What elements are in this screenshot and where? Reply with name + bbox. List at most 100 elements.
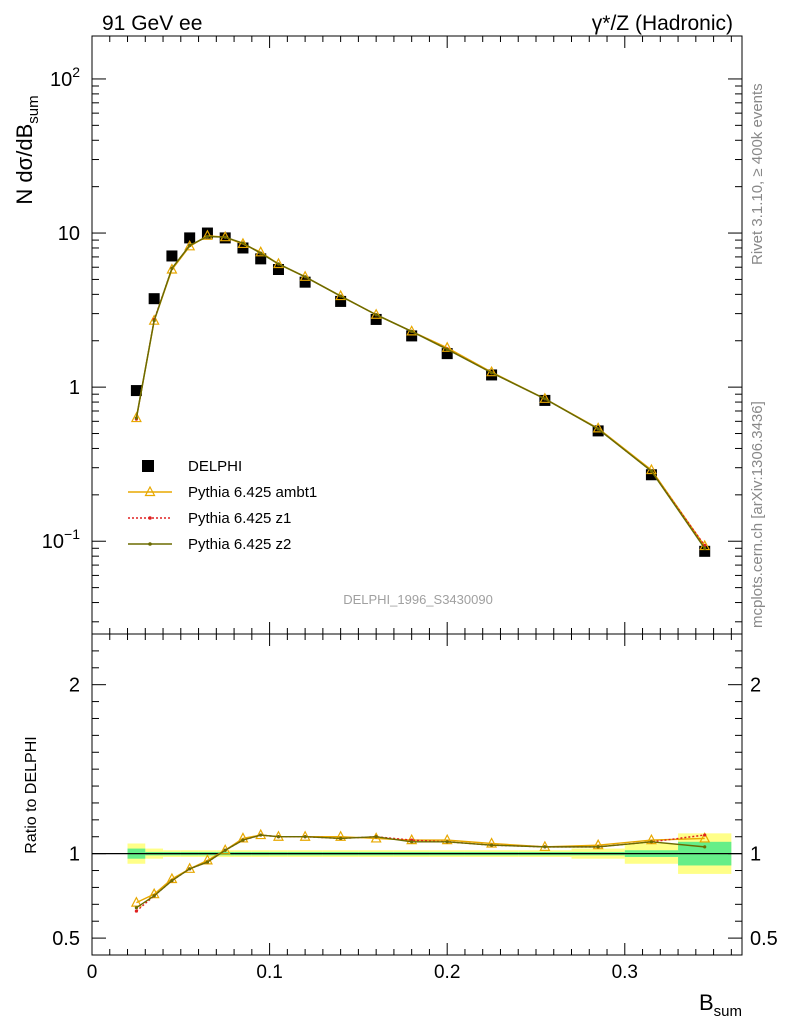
ratio-marker-2 bbox=[205, 860, 210, 864]
ratio-marker-2 bbox=[489, 843, 494, 847]
ratio-marker-1 bbox=[134, 909, 138, 913]
series-marker-3 bbox=[339, 294, 343, 298]
series-marker-1 bbox=[166, 263, 178, 274]
series-marker-1 bbox=[130, 411, 142, 423]
legend-label: DELPHI bbox=[188, 458, 242, 475]
ratio-marker-0 bbox=[299, 830, 311, 841]
ratio-marker-2 bbox=[374, 835, 378, 839]
x-tick-label: 0.2 bbox=[434, 962, 460, 983]
ratio-y-axis-label: Ratio to DELPHI bbox=[23, 736, 40, 853]
series-marker-1 bbox=[201, 229, 213, 240]
main-y-axis-label-text: N dσ/dB bbox=[12, 124, 37, 205]
data-point-delphi bbox=[130, 385, 142, 397]
legend-label: Pythia 6.425 z1 bbox=[188, 510, 291, 527]
ratio-marker-0 bbox=[699, 832, 711, 843]
series-marker-3 bbox=[134, 416, 138, 420]
x-tick-label: 0.3 bbox=[612, 962, 638, 983]
ratio-marker-2 bbox=[170, 879, 174, 883]
data-point-delphi bbox=[166, 250, 178, 262]
series-marker-3 bbox=[152, 319, 156, 323]
ratio-marker-0 bbox=[237, 832, 249, 843]
series-marker-3 bbox=[410, 329, 414, 333]
series-marker-3 bbox=[445, 347, 449, 351]
ratio-marker-2 bbox=[152, 894, 156, 898]
ratio-marker-2 bbox=[276, 835, 281, 839]
series-marker-3 bbox=[205, 234, 210, 239]
y-tick-label-base: 10 bbox=[42, 531, 64, 553]
data-point-delphi bbox=[699, 545, 711, 557]
ratio-line-1 bbox=[135, 834, 705, 912]
ratio-marker-2 bbox=[703, 845, 707, 849]
data-point-delphi bbox=[486, 369, 498, 381]
ratio-marker-0 bbox=[166, 872, 178, 884]
ratio-marker-0 bbox=[255, 828, 267, 840]
series-marker-3 bbox=[489, 371, 494, 375]
legend-marker-1 bbox=[144, 485, 156, 497]
data-point-delphi bbox=[645, 469, 657, 481]
ratio-marker-0 bbox=[645, 833, 657, 845]
series-line-3 bbox=[135, 235, 706, 549]
data-point-delphi bbox=[441, 348, 453, 360]
y-tick-label-exponent: −1 bbox=[64, 526, 80, 542]
ratio-marker-0 bbox=[486, 837, 498, 848]
ratio-marker-2 bbox=[303, 835, 307, 839]
data-point-delphi bbox=[201, 227, 213, 239]
series-marker-3 bbox=[543, 397, 547, 401]
series-marker-3 bbox=[703, 546, 707, 550]
data-point-delphi bbox=[255, 253, 267, 265]
y-tick-label-exponent: 2 bbox=[72, 64, 80, 80]
data-point-delphi bbox=[299, 276, 311, 288]
data-point-delphi bbox=[272, 263, 284, 275]
legend-marker-2 bbox=[148, 516, 152, 520]
mcplots-label: mcplots.cern.ch [arXiv:1306.3436] bbox=[749, 401, 766, 628]
x-axis-label-subscript: sum bbox=[714, 1003, 742, 1020]
ratio-marker-2 bbox=[649, 840, 654, 844]
y-tick-label: 102 bbox=[50, 64, 80, 91]
ratio-marker-0 bbox=[335, 830, 347, 841]
y-tick-label-base: 10 bbox=[50, 69, 72, 91]
x-tick-label: 0 bbox=[87, 962, 98, 983]
x-tick-label: 0.1 bbox=[256, 962, 282, 983]
legend-marker-delphi bbox=[142, 460, 154, 472]
data-point-delphi bbox=[370, 313, 382, 325]
ratio-y-tick-label-right: 1 bbox=[750, 844, 761, 866]
series-marker-3 bbox=[223, 235, 227, 239]
ratio-marker-0 bbox=[201, 854, 213, 865]
data-point-delphi bbox=[406, 330, 418, 342]
ratio-marker-2 bbox=[134, 906, 138, 910]
ratio-marker-2 bbox=[259, 833, 263, 837]
y-tick-label: 1 bbox=[69, 377, 80, 399]
x-axis-label: Bsum bbox=[699, 990, 742, 1020]
ratio-y-tick-label: 2 bbox=[69, 675, 80, 697]
x-axis-label-text: B bbox=[699, 990, 714, 1015]
legend-marker-3 bbox=[148, 542, 152, 546]
series-marker-1 bbox=[184, 240, 196, 251]
ratio-marker-0 bbox=[441, 833, 453, 845]
header-right: γ*/Z (Hadronic) bbox=[592, 12, 733, 35]
legend-label: Pythia 6.425 z2 bbox=[188, 536, 291, 553]
series-marker-3 bbox=[649, 469, 654, 473]
header-left: 91 GeV ee bbox=[102, 12, 202, 35]
legend-label: Pythia 6.425 ambt1 bbox=[188, 484, 317, 501]
ratio-marker-2 bbox=[445, 840, 449, 844]
main-y-axis-label-subscript: sum bbox=[25, 95, 42, 123]
data-point-delphi bbox=[592, 425, 604, 437]
ratio-marker-2 bbox=[188, 867, 192, 871]
ratio-marker-2 bbox=[339, 836, 343, 841]
analysis-watermark: DELPHI_1996_S3430090 bbox=[343, 592, 493, 607]
y-tick-label: 10−1 bbox=[42, 526, 80, 553]
series-marker-3 bbox=[596, 427, 600, 431]
main-y-axis-label: N dσ/dBsum bbox=[12, 95, 42, 204]
ratio-y-tick-label: 1 bbox=[69, 844, 80, 866]
ratio-marker-1 bbox=[703, 833, 707, 837]
ratio-line-2 bbox=[136, 834, 705, 909]
series-marker-1 bbox=[441, 341, 453, 352]
ratio-marker-0 bbox=[592, 838, 604, 850]
ratio-marker-2 bbox=[410, 840, 414, 844]
series-marker-3 bbox=[170, 266, 174, 270]
data-point-delphi bbox=[335, 295, 347, 307]
y-tick-label: 10 bbox=[58, 223, 80, 245]
ratio-y-tick-label: 0.5 bbox=[52, 928, 80, 950]
